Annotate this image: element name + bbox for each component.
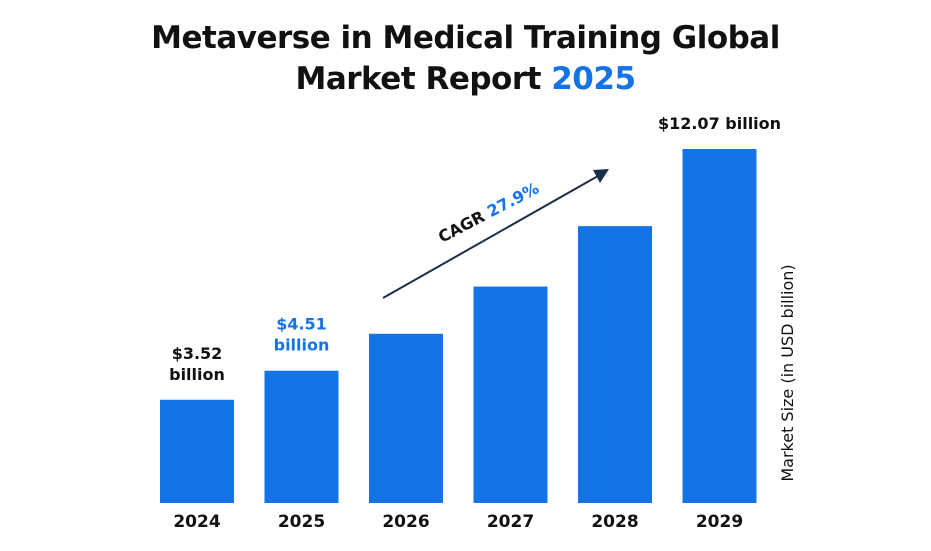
x-tick-2024: 2024 [173, 512, 220, 532]
x-tick-2025: 2025 [278, 512, 325, 532]
data-label-2029-line1: $12.07 billion [658, 114, 781, 133]
chart-title-year: 2025 [551, 61, 636, 97]
chart-title-prefix: Market Report [295, 61, 552, 97]
data-label-2025-line2: billion [274, 336, 330, 355]
bar-2028 [578, 226, 652, 503]
data-labels-group: $3.52 billion $4.51 billion $12.07 billion [169, 114, 781, 384]
data-label-2024-line1: $3.52 [172, 344, 223, 363]
cagr-value: 27.9% [484, 179, 542, 221]
x-tick-2029: 2029 [696, 512, 743, 532]
bar-2026 [369, 333, 443, 503]
cagr-annotation: CAGR 27.9% [382, 169, 609, 299]
bar-2027 [473, 286, 548, 503]
data-label-2024-line2: billion [169, 365, 225, 384]
bar-2024 [160, 399, 234, 503]
data-label-2025-line1: $4.51 [276, 315, 327, 334]
bar-2029 [682, 149, 757, 503]
cagr-arrowhead [593, 169, 609, 183]
x-tick-2028: 2028 [591, 512, 638, 532]
y-axis-label: Market Size (in USD billion) [778, 264, 797, 481]
x-ticks-group: 2024 2025 2026 2027 2028 2029 [173, 512, 743, 532]
chart-title: Metaverse in Medical Training Global Mar… [0, 18, 931, 100]
x-tick-2027: 2027 [487, 512, 534, 532]
chart-title-line1: Metaverse in Medical Training Global [151, 20, 780, 56]
x-tick-2026: 2026 [382, 512, 429, 532]
bar-2025 [264, 370, 339, 503]
cagr-text: CAGR 27.9% [435, 179, 542, 247]
bars-group [160, 149, 757, 503]
cagr-arrow [382, 175, 599, 299]
chart-title-line2: Market Report 2025 [0, 59, 931, 100]
